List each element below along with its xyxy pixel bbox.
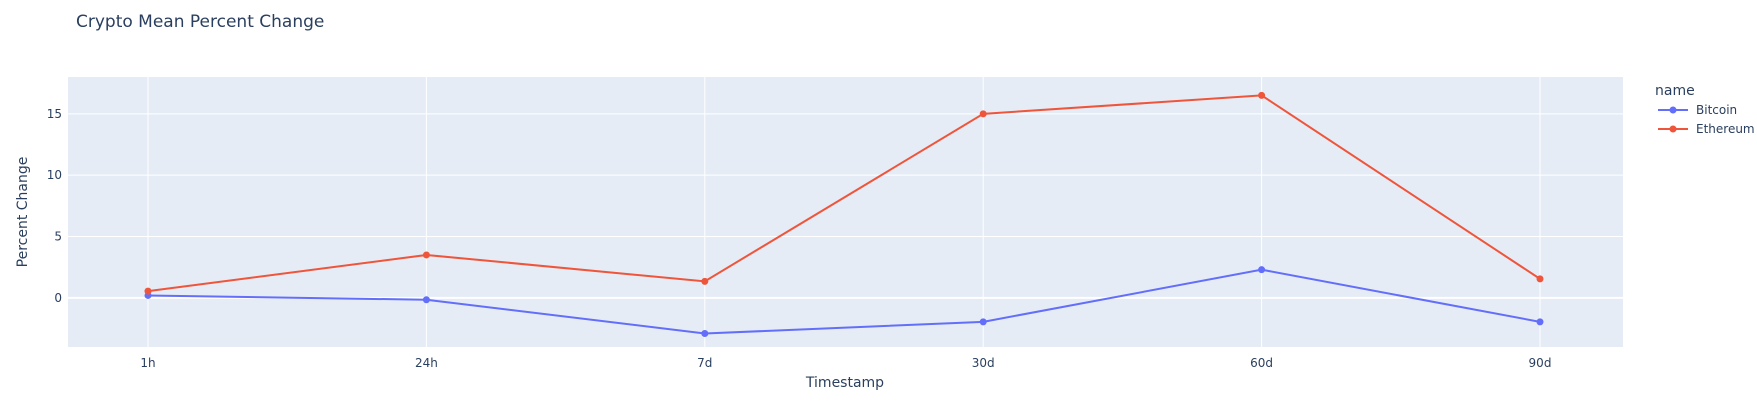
chart-title: Crypto Mean Percent Change bbox=[76, 12, 324, 32]
legend-item-ethereum[interactable]: Ethereum bbox=[1658, 122, 1755, 136]
legend-ethereum-label: Ethereum bbox=[1696, 122, 1755, 136]
ethereum-data-point bbox=[701, 277, 709, 285]
series-points bbox=[144, 91, 1544, 337]
x-tick-label: 60d bbox=[1250, 356, 1273, 370]
y-tick-label: 0 bbox=[54, 291, 62, 305]
ethereum-series-line bbox=[147, 94, 1541, 293]
legend-ethereum-marker bbox=[1669, 125, 1677, 133]
series-lines bbox=[147, 94, 1541, 335]
y-tick-label: 10 bbox=[47, 168, 62, 182]
x-axis-title: Timestamp bbox=[805, 375, 884, 391]
bitcoin-data-point bbox=[1258, 266, 1266, 274]
y-tick-label: 5 bbox=[54, 230, 62, 244]
legend-item-bitcoin[interactable]: Bitcoin bbox=[1658, 103, 1737, 117]
ethereum-data-point bbox=[1536, 275, 1544, 283]
y-tick-label: 15 bbox=[47, 107, 62, 121]
x-tick-label: 7d bbox=[697, 356, 712, 370]
plot-area bbox=[68, 77, 1623, 347]
bitcoin-data-point bbox=[701, 330, 709, 337]
legend-bitcoin-marker bbox=[1669, 106, 1677, 114]
ethereum-data-point bbox=[422, 251, 430, 259]
bitcoin-data-point bbox=[422, 296, 430, 304]
legend-bitcoin-label: Bitcoin bbox=[1696, 103, 1737, 117]
legend: name Bitcoin Ethereum bbox=[1655, 83, 1755, 136]
bitcoin-data-point bbox=[979, 318, 987, 326]
x-tick-label: 90d bbox=[1529, 356, 1552, 370]
ethereum-data-point bbox=[979, 110, 987, 118]
x-tick-label: 30d bbox=[972, 356, 995, 370]
y-tick-labels: 0 5 10 15 bbox=[47, 107, 62, 305]
x-tick-labels: 1h 24h 7d 30d 60d 90d bbox=[140, 356, 1551, 370]
ethereum-data-point bbox=[144, 287, 152, 295]
bitcoin-series-line bbox=[147, 268, 1541, 335]
x-tick-label: 24h bbox=[415, 356, 438, 370]
x-tick-label: 1h bbox=[140, 356, 155, 370]
y-axis-title: Percent Change bbox=[15, 157, 31, 268]
legend-title: name bbox=[1655, 83, 1695, 99]
bitcoin-data-point bbox=[1536, 318, 1544, 326]
ethereum-data-point bbox=[1258, 91, 1266, 99]
